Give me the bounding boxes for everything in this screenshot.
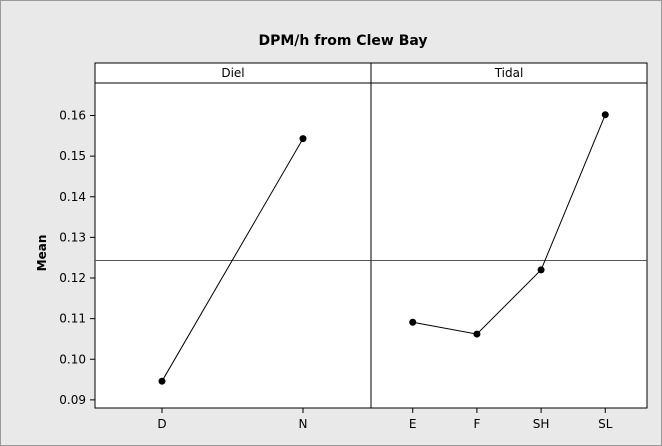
y-tick-label: 0.10 [59, 352, 86, 366]
series-line-diel [161, 138, 304, 382]
x-tick-label-d: D [157, 417, 166, 431]
x-tick-label-e: E [409, 417, 417, 431]
y-tick-label: 0.11 [59, 312, 86, 326]
data-point-diel-d [158, 377, 166, 385]
y-axis-label: Mean [35, 235, 49, 272]
x-tick-label-sh: SH [533, 417, 550, 431]
data-point-tidal-e [409, 318, 417, 326]
y-tick-label: 0.09 [59, 393, 86, 407]
panel-label-diel: Diel [221, 66, 244, 80]
data-point-tidal-sl [601, 111, 609, 119]
y-tick-label: 0.14 [59, 190, 86, 204]
panel-label-tidal: Tidal [494, 66, 524, 80]
x-tick-label-n: N [299, 417, 308, 431]
y-tick-label: 0.15 [59, 149, 86, 163]
data-point-tidal-sh [537, 266, 545, 274]
chart-title: DPM/h from Clew Bay [258, 33, 427, 49]
y-tick-label: 0.16 [59, 109, 86, 123]
x-tick-label-f: F [473, 417, 480, 431]
data-point-diel-n [299, 135, 307, 143]
x-tick-label-sl: SL [598, 417, 613, 431]
data-point-tidal-f [473, 330, 481, 338]
y-tick-label: 0.13 [59, 230, 86, 244]
y-tick-label: 0.12 [59, 271, 86, 285]
series-line-tidal [412, 114, 606, 335]
